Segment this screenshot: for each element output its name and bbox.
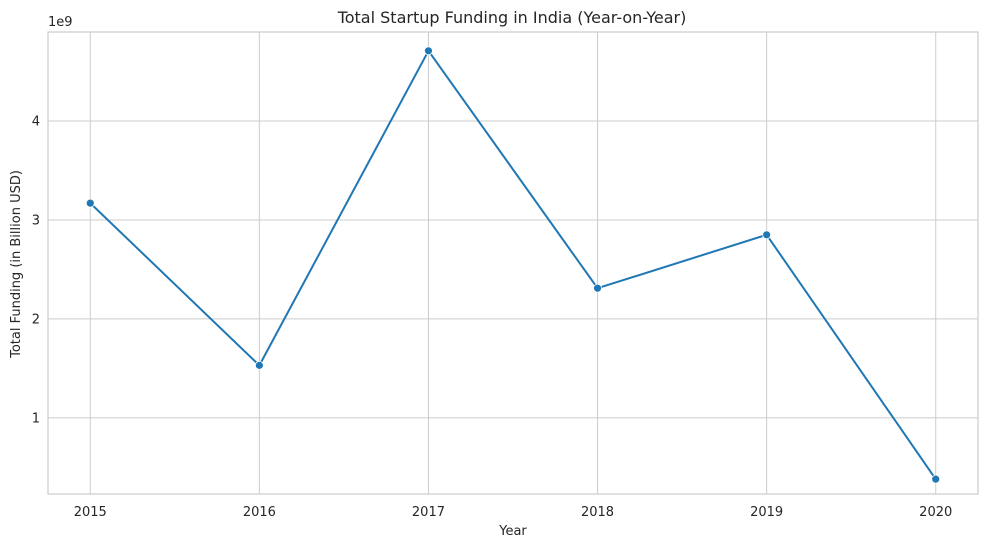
x-tick-label: 2016: [243, 505, 276, 520]
x-tick-label: 2019: [750, 505, 783, 520]
chart-title: Total Startup Funding in India (Year-on-…: [337, 8, 687, 27]
grid-lines: [48, 32, 978, 494]
y-tick-label: 4: [32, 115, 40, 130]
x-tick-label: 2020: [919, 505, 952, 520]
y-tick-label: 3: [32, 213, 40, 228]
x-tick-label: 2015: [74, 505, 107, 520]
y-axis-title: Total Funding (in Billion USD): [9, 170, 24, 359]
data-point: [424, 46, 433, 56]
data-point: [931, 474, 941, 484]
plot-area: [47, 31, 979, 495]
y-tick-label: 2: [32, 312, 40, 327]
data-point: [762, 230, 772, 240]
y-tick-labels: 1 2 3 4: [32, 115, 40, 427]
series-layer: [85, 46, 941, 484]
y-axis-offset-label: 1e9: [48, 15, 73, 30]
series-line: [89, 49, 937, 480]
x-tick-labels: 2015 2016 2017 2018 2019 2020: [74, 505, 953, 520]
y-tick-label: 1: [32, 411, 40, 426]
data-point: [254, 360, 264, 370]
x-tick-label: 2017: [412, 505, 445, 520]
x-tick-label: 2018: [581, 505, 614, 520]
data-point: [593, 283, 602, 293]
data-point: [85, 198, 95, 208]
x-axis-title: Year: [498, 524, 527, 539]
